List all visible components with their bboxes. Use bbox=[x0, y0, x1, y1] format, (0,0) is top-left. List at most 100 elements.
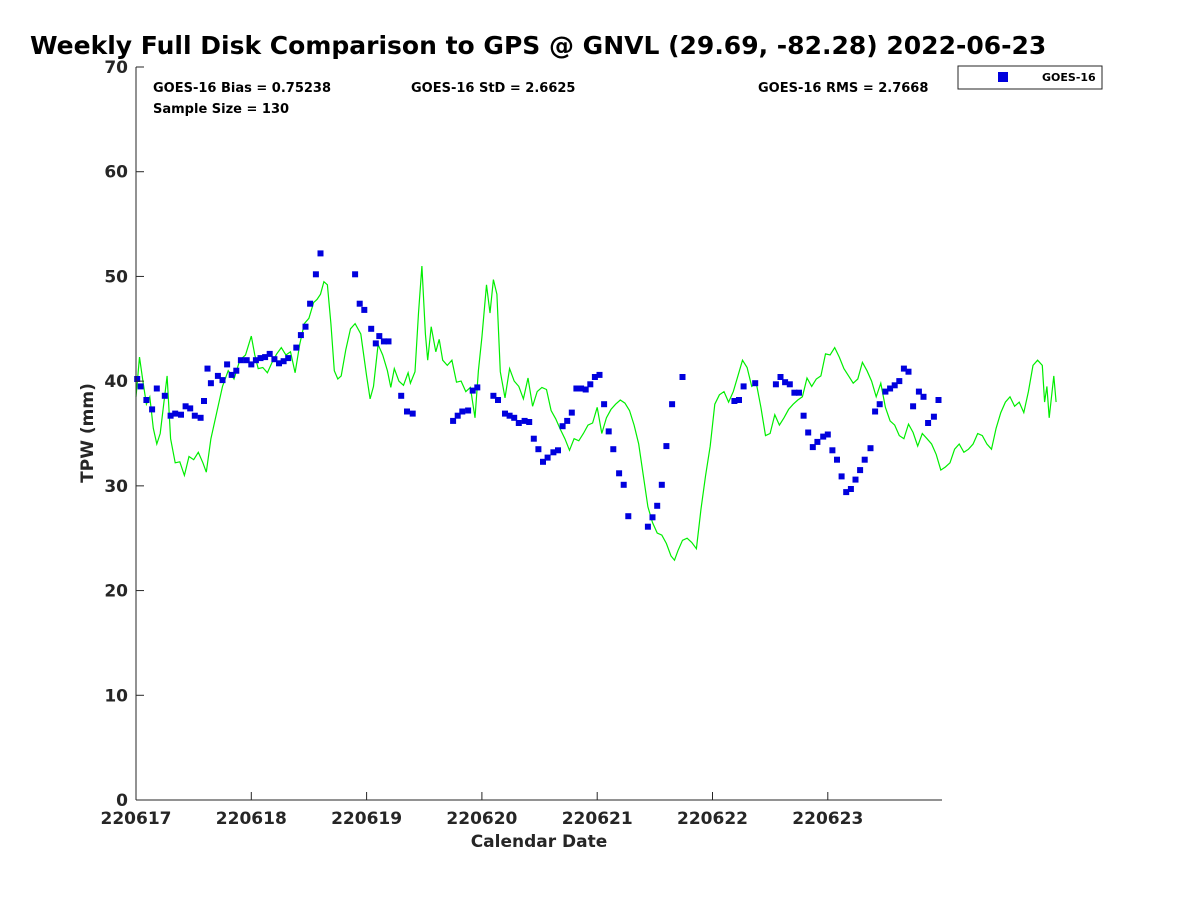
goes16-data-point bbox=[887, 385, 894, 392]
goes16-data-point bbox=[930, 413, 937, 420]
goes16-data-point bbox=[385, 338, 392, 345]
x-tick-label: 220617 bbox=[101, 809, 172, 829]
goes16-data-point bbox=[920, 393, 927, 400]
goes16-data-point bbox=[526, 419, 533, 425]
goes16-data-point bbox=[654, 502, 661, 509]
goes16-data-point bbox=[573, 385, 580, 392]
goes16-data-point bbox=[459, 408, 466, 415]
goes16-data-point bbox=[285, 355, 292, 362]
goes16-data-point bbox=[224, 361, 231, 368]
goes16-data-point bbox=[204, 365, 211, 372]
goes16-data-point bbox=[182, 403, 189, 410]
goes16-data-point bbox=[252, 357, 259, 364]
goes16-data-point bbox=[610, 446, 617, 453]
goes16-data-point bbox=[596, 371, 603, 378]
legend-label-goes16: GOES-16 bbox=[1042, 71, 1096, 84]
goes16-data-point bbox=[752, 380, 759, 387]
goes16-data-point bbox=[663, 443, 670, 450]
goes16-data-point bbox=[559, 423, 566, 430]
goes16-data-point bbox=[201, 398, 207, 404]
goes16-data-point bbox=[905, 368, 912, 375]
goes16-data-point bbox=[876, 401, 883, 408]
goes16-data-point bbox=[404, 408, 410, 415]
goes16-data-point bbox=[800, 412, 807, 419]
y-tick-label: 10 bbox=[104, 686, 128, 706]
goes16-data-point bbox=[237, 357, 244, 364]
goes16-data-point bbox=[352, 271, 359, 278]
goes16-data-point bbox=[805, 429, 812, 436]
goes16-data-point bbox=[896, 378, 903, 385]
goes16-data-point bbox=[882, 388, 889, 395]
x-tick-label: 220622 bbox=[677, 809, 748, 829]
goes16-data-point bbox=[506, 412, 513, 419]
goes16-data-point bbox=[535, 446, 542, 453]
goes16-data-point bbox=[465, 407, 472, 414]
gps-series-line bbox=[135, 265, 1057, 562]
goes16-data-point bbox=[616, 470, 623, 477]
goes16-data-point bbox=[490, 392, 497, 399]
y-tick-label: 50 bbox=[104, 267, 128, 287]
y-tick-label: 30 bbox=[104, 477, 128, 497]
goes16-data-point bbox=[380, 338, 387, 345]
goes16-data-point bbox=[544, 454, 551, 461]
goes16-data-point bbox=[262, 354, 269, 361]
goes16-data-point bbox=[372, 340, 379, 347]
x-tick-label: 220623 bbox=[792, 809, 863, 829]
y-tick-label: 0 bbox=[116, 791, 128, 811]
goes16-data-point bbox=[564, 417, 571, 424]
goes16-data-point bbox=[861, 456, 868, 463]
goes16-data-point bbox=[312, 271, 319, 278]
goes16-data-point bbox=[197, 414, 204, 421]
goes16-data-point bbox=[502, 410, 508, 417]
goes16-data-point bbox=[625, 513, 632, 520]
goes16-data-point bbox=[915, 388, 922, 395]
goes16-data-point bbox=[172, 410, 179, 417]
goes16-data-point bbox=[872, 408, 879, 415]
goes16-data-point bbox=[219, 377, 226, 384]
y-axis-ticks: 0 10 20 30 40 50 60 70 bbox=[104, 58, 144, 811]
y-axis-label: TPW (mm) bbox=[78, 383, 98, 483]
goes16-data-point bbox=[578, 385, 585, 392]
legend-box bbox=[957, 65, 1103, 90]
goes16-data-point bbox=[679, 374, 686, 380]
goes16-data-point bbox=[824, 431, 831, 438]
goes16-data-point bbox=[736, 397, 742, 403]
goes16-data-point bbox=[782, 379, 789, 386]
goes16-data-point bbox=[772, 381, 779, 388]
goes16-data-point bbox=[409, 410, 416, 417]
goes16-data-point bbox=[178, 411, 184, 418]
goes16-data-point bbox=[740, 383, 747, 390]
goes16-data-point bbox=[511, 414, 518, 421]
goes16-data-point bbox=[814, 438, 821, 445]
goes16-data-point bbox=[540, 458, 546, 465]
goes16-data-point bbox=[450, 417, 457, 424]
goes16-data-point bbox=[137, 383, 144, 390]
legend: GOES-16 bbox=[957, 65, 1103, 90]
goes16-data-point bbox=[910, 403, 917, 410]
goes16-data-point bbox=[187, 405, 194, 412]
goes16-data-point bbox=[582, 386, 589, 393]
goes16-data-point bbox=[658, 481, 665, 488]
goes16-data-point bbox=[521, 417, 528, 424]
goes16-data-point bbox=[368, 325, 375, 332]
goes16-data-point bbox=[280, 358, 287, 365]
goes16-data-point bbox=[214, 372, 221, 379]
goes16-data-point bbox=[191, 412, 198, 419]
x-tick-label: 220620 bbox=[446, 809, 517, 829]
goes16-data-point bbox=[317, 250, 324, 257]
goes16-data-point bbox=[777, 374, 784, 380]
goes16-data-point bbox=[207, 380, 214, 387]
chart-title: Weekly Full Disk Comparison to GPS @ GNV… bbox=[30, 31, 1046, 60]
goes16-data-point bbox=[601, 401, 608, 408]
goes16-data-point bbox=[161, 392, 168, 399]
goes16-data-point bbox=[149, 406, 156, 413]
goes16-data-point bbox=[248, 361, 255, 368]
goes16-data-point bbox=[791, 389, 798, 396]
goes16-data-point bbox=[307, 300, 314, 307]
goes16-data-point bbox=[257, 355, 264, 362]
goes16-data-point bbox=[555, 447, 561, 454]
stat-std: GOES-16 StD = 2.6625 bbox=[411, 81, 575, 96]
goes16-data-point bbox=[550, 449, 557, 456]
stat-rms: GOES-16 RMS = 2.7668 bbox=[758, 81, 928, 96]
